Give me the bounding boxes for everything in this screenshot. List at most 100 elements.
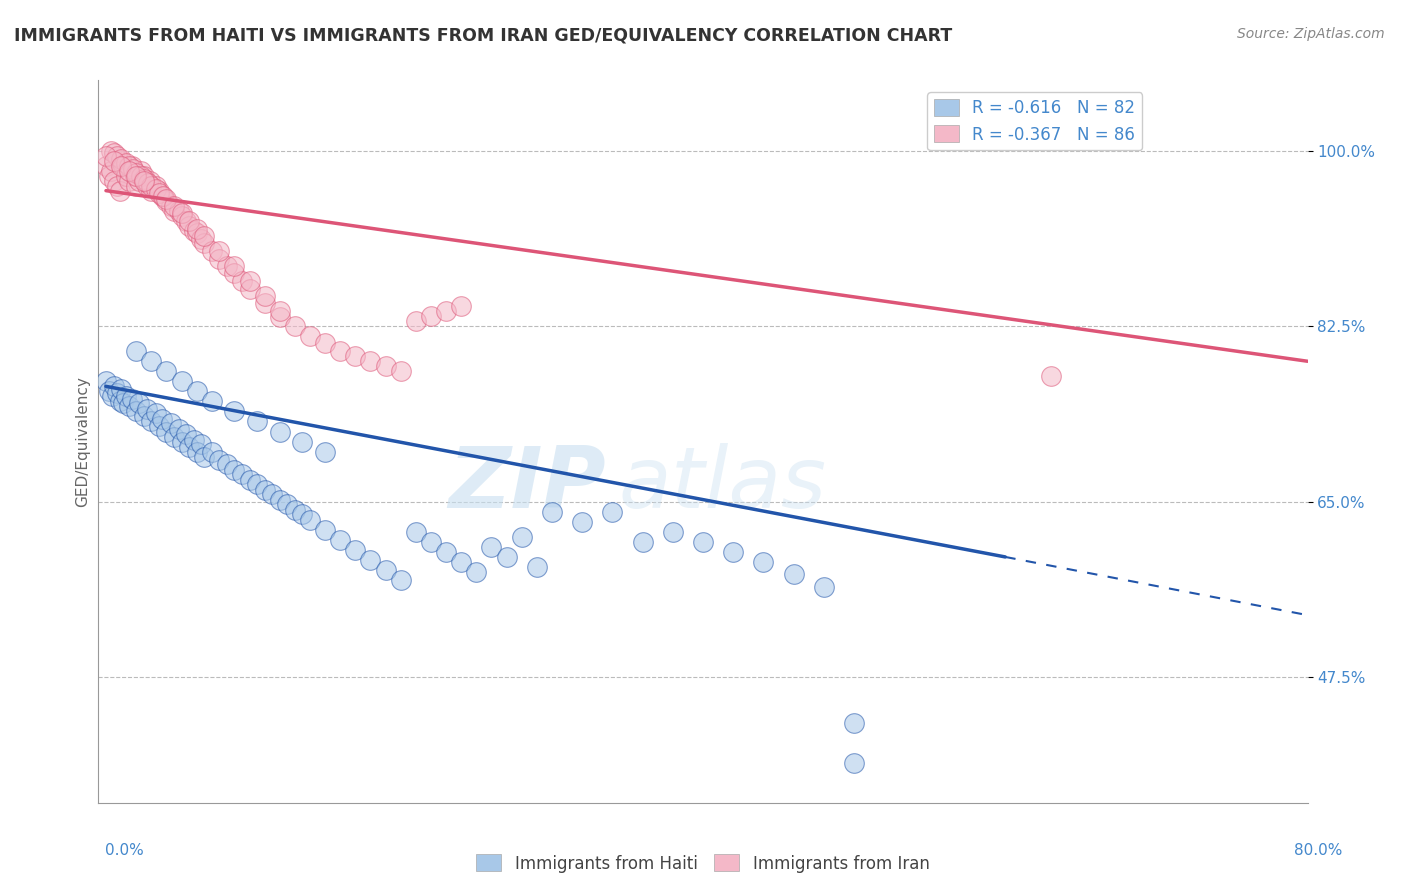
Point xyxy=(98,384,121,399)
Point xyxy=(160,417,183,431)
Text: ZIP: ZIP xyxy=(449,443,606,526)
Point xyxy=(167,203,190,218)
Point xyxy=(141,184,163,198)
Point xyxy=(163,203,186,218)
Point xyxy=(139,174,162,188)
Point xyxy=(94,159,117,173)
Point xyxy=(135,402,157,417)
Point xyxy=(141,414,163,429)
Point xyxy=(661,524,683,539)
Point xyxy=(179,213,201,227)
Point xyxy=(118,159,141,173)
Point xyxy=(136,176,159,190)
Point xyxy=(224,462,246,476)
Point xyxy=(150,188,173,202)
Point xyxy=(215,457,238,471)
Point xyxy=(284,319,307,334)
Point xyxy=(291,507,314,521)
Point xyxy=(145,178,167,193)
Point xyxy=(239,282,262,296)
Point xyxy=(152,188,174,202)
Point xyxy=(186,444,208,458)
Text: Source: ZipAtlas.com: Source: ZipAtlas.com xyxy=(1237,27,1385,41)
Point xyxy=(231,274,253,288)
Point xyxy=(125,404,148,418)
Point xyxy=(314,523,336,537)
Point xyxy=(179,219,201,233)
Point xyxy=(100,144,122,158)
Point xyxy=(291,434,314,449)
Text: atlas: atlas xyxy=(619,443,827,526)
Point xyxy=(118,174,141,188)
Point xyxy=(269,425,291,439)
Point xyxy=(105,178,128,193)
Point xyxy=(94,375,117,389)
Point xyxy=(114,169,136,183)
Point xyxy=(145,182,167,196)
Point xyxy=(844,756,866,770)
Point xyxy=(510,530,533,544)
Y-axis label: GED/Equivalency: GED/Equivalency xyxy=(75,376,90,507)
Point xyxy=(193,228,215,243)
Point xyxy=(160,199,183,213)
Point xyxy=(111,396,134,410)
Point xyxy=(150,412,173,426)
Point xyxy=(344,349,367,363)
Legend: Immigrants from Haiti, Immigrants from Iran: Immigrants from Haiti, Immigrants from I… xyxy=(470,847,936,880)
Point xyxy=(163,429,186,443)
Point xyxy=(389,573,412,587)
Point xyxy=(405,314,427,328)
Point xyxy=(100,163,122,178)
Point xyxy=(224,259,246,273)
Point xyxy=(450,299,472,313)
Point xyxy=(186,226,208,240)
Point xyxy=(129,163,152,178)
Point xyxy=(434,304,457,318)
Point xyxy=(129,169,152,183)
Point xyxy=(103,145,125,160)
Point xyxy=(170,206,193,220)
Point xyxy=(190,232,212,246)
Point xyxy=(420,309,443,323)
Point xyxy=(201,444,224,458)
Point xyxy=(374,563,396,577)
Point xyxy=(155,425,177,439)
Point xyxy=(246,414,269,429)
Point xyxy=(299,513,322,527)
Point xyxy=(103,153,125,168)
Point xyxy=(94,148,117,162)
Point xyxy=(299,329,322,343)
Point xyxy=(193,235,215,250)
Point xyxy=(103,174,125,188)
Point xyxy=(121,392,143,407)
Point xyxy=(752,555,775,569)
Point xyxy=(118,163,141,178)
Point xyxy=(208,244,231,258)
Point xyxy=(132,169,155,183)
Point xyxy=(122,161,145,176)
Point xyxy=(434,545,457,559)
Point xyxy=(124,169,146,183)
Text: 80.0%: 80.0% xyxy=(1295,843,1343,858)
Point xyxy=(170,434,193,449)
Point xyxy=(844,715,866,730)
Point xyxy=(125,169,148,183)
Point xyxy=(269,310,291,325)
Point xyxy=(186,222,208,236)
Point xyxy=(135,178,157,193)
Point xyxy=(571,515,593,529)
Point xyxy=(155,192,177,206)
Point xyxy=(121,159,143,173)
Point xyxy=(360,553,382,567)
Point xyxy=(208,252,231,266)
Point xyxy=(253,296,276,310)
Point xyxy=(98,169,121,183)
Point xyxy=(108,394,131,409)
Point xyxy=(114,155,136,169)
Point xyxy=(141,354,163,368)
Point xyxy=(420,535,443,549)
Point xyxy=(314,336,336,351)
Point xyxy=(132,409,155,424)
Point xyxy=(114,389,136,403)
Point xyxy=(602,505,624,519)
